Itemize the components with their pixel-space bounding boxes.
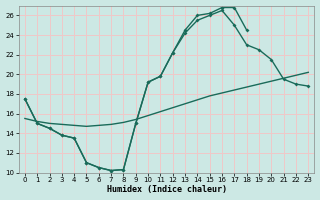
X-axis label: Humidex (Indice chaleur): Humidex (Indice chaleur) xyxy=(107,185,227,194)
